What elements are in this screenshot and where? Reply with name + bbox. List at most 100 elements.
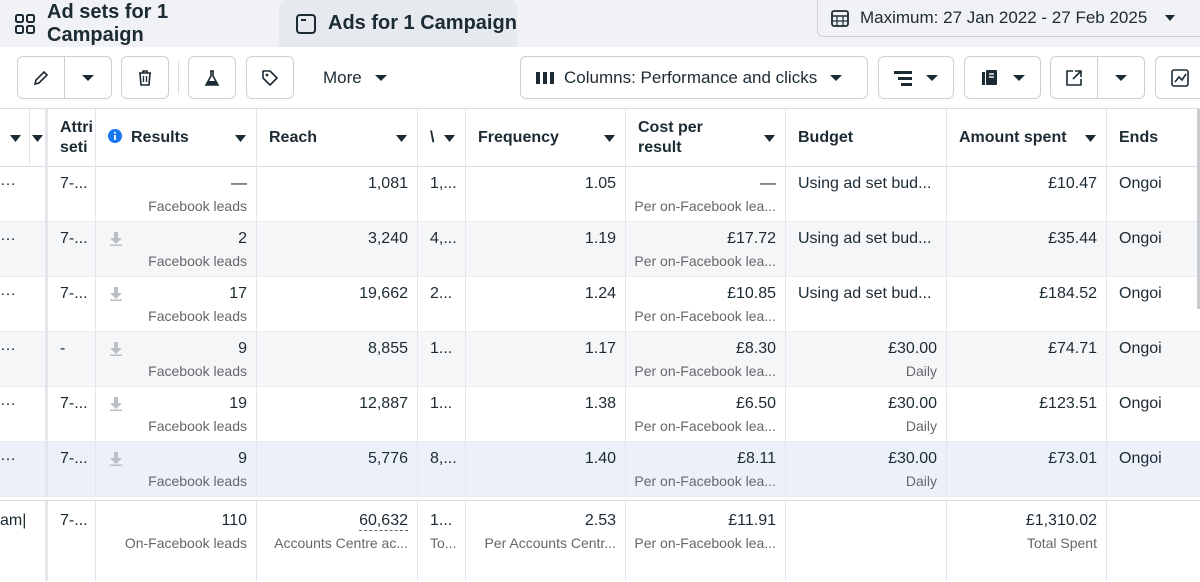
info-icon xyxy=(108,129,122,143)
cell-results-value: 2 xyxy=(238,230,247,247)
cell-cost-sub: Per on-Facebook lea... xyxy=(634,253,776,269)
table-row[interactable]: … 7-... 2 Facebook leads 3,240 4,... 1.19 £17.7… xyxy=(0,222,1200,277)
sort-caret-icon xyxy=(604,135,615,142)
sort-caret-icon xyxy=(32,135,43,142)
download-icon[interactable] xyxy=(110,342,122,356)
columns-button[interactable]: Columns: Performance and clicks xyxy=(520,56,868,99)
cell-results: 19 Facebook leads xyxy=(96,387,257,442)
table-row[interactable]: … 7-... 17 Facebook leads 19,662 2... 1.24 £10.… xyxy=(0,277,1200,332)
cell-cost: £17.72 Per on-Facebook lea... xyxy=(626,222,786,277)
chevron-down-icon xyxy=(1012,74,1025,81)
cell-amount: £123.51 xyxy=(947,387,1107,442)
table-row[interactable]: … 7-... — Facebook leads 1,081 1,... 1.05 — Per … xyxy=(0,167,1200,222)
truncated-name[interactable]: … xyxy=(0,337,16,354)
totals-cost-sub: Per on-Facebook lea... xyxy=(634,535,776,551)
cell-cost-value: £6.50 xyxy=(735,395,776,412)
totals-row: am| 7-... 110 On-Facebook leads 60,632 A… xyxy=(0,500,1200,581)
column-header-delivery[interactable] xyxy=(30,109,48,167)
cell-ends: Ongoi xyxy=(1107,222,1200,277)
totals-impressions-cell: 1... To... xyxy=(418,501,466,581)
cell-budget: £30.00 Daily xyxy=(786,442,947,497)
column-header-reach[interactable]: Reach xyxy=(257,109,418,167)
truncated-name[interactable]: … xyxy=(0,392,16,409)
truncated-name[interactable]: … xyxy=(0,282,16,299)
reports-button[interactable] xyxy=(964,56,1041,99)
column-header-amount-spent[interactable]: Amount spent xyxy=(947,109,1107,167)
cell-ends-value: Ongoi xyxy=(1119,450,1162,467)
column-header-results[interactable]: Results xyxy=(96,109,257,167)
chevron-down-icon xyxy=(830,74,843,81)
totals-cost: £11.91 xyxy=(728,512,776,529)
totals-amount-sub: Total Spent xyxy=(1026,535,1097,551)
chart-button[interactable] xyxy=(1155,56,1200,99)
edit-dropdown-button[interactable] xyxy=(65,57,111,98)
cell-budget: Using ad set bud... xyxy=(786,222,947,277)
tab-ads[interactable]: Ads for 1 Campaign xyxy=(279,0,517,47)
column-header-frequency[interactable]: Frequency xyxy=(466,109,626,167)
cell-ends-value: Ongoi xyxy=(1119,395,1162,412)
cell-attr-value: 7-... xyxy=(60,230,88,247)
cell-budget-sub: Daily xyxy=(905,418,937,434)
cell-freq-value: 1.19 xyxy=(584,230,616,247)
download-icon[interactable] xyxy=(110,397,122,411)
cell-name: … xyxy=(0,277,30,332)
cell-amount-value: £10.47 xyxy=(1048,175,1097,192)
column-header-budget[interactable]: Budget xyxy=(786,109,947,167)
table-row[interactable]: … 7-... 9 Facebook leads 5,776 8,... 1.40 £8.11… xyxy=(0,442,1200,497)
table-row[interactable]: … 7-... 19 Facebook leads 12,887 1... 1.38 £6.5… xyxy=(0,387,1200,442)
column-header-attribution-line2: seti xyxy=(60,139,88,156)
totals-attribution-cell: 7-... xyxy=(48,501,96,581)
truncated-name[interactable]: … xyxy=(0,447,16,464)
cell-amount: £10.47 xyxy=(947,167,1107,222)
column-header-name[interactable] xyxy=(0,109,30,167)
vertical-scrollbar[interactable] xyxy=(1197,109,1200,309)
cell-name: … xyxy=(0,167,30,222)
more-button[interactable]: More xyxy=(311,56,400,99)
cell-freq: 1.17 xyxy=(466,332,626,387)
breakdown-button[interactable] xyxy=(878,56,954,99)
cell-ends-value: Ongoi xyxy=(1119,340,1162,357)
cell-budget-sub: Daily xyxy=(905,363,937,379)
table-row[interactable]: … - 9 Facebook leads 8,855 1... 1.17 £8.30 Per o… xyxy=(0,332,1200,387)
totals-results-sub: On-Facebook leads xyxy=(124,535,247,551)
totals-reach[interactable]: 60,632 xyxy=(359,512,408,531)
export-button[interactable] xyxy=(1051,57,1097,98)
column-header-cost-per-result[interactable]: Cost per result xyxy=(626,109,786,167)
download-icon[interactable] xyxy=(110,287,122,301)
truncated-name[interactable]: … xyxy=(0,227,16,244)
edit-button[interactable] xyxy=(18,57,64,98)
cell-results-sub: Facebook leads xyxy=(148,308,247,324)
column-header-impressions[interactable]: \ xyxy=(418,109,466,167)
cell-results: 17 Facebook leads xyxy=(96,277,257,332)
column-header-ends-label: Ends xyxy=(1119,129,1159,146)
cell-freq: 1.40 xyxy=(466,442,626,497)
cell-results-sub: Facebook leads xyxy=(148,473,247,489)
cell-impr: 1,... xyxy=(418,167,466,222)
column-header-attribution[interactable]: Att⁠ri seti xyxy=(48,109,96,167)
chevron-down-icon xyxy=(1165,14,1176,21)
cell-budget-sub: Daily xyxy=(905,473,937,489)
cell-attr-value: - xyxy=(60,340,66,357)
chevron-down-icon xyxy=(1115,74,1127,81)
cell-ends: Ongoi xyxy=(1107,277,1200,332)
flask-icon xyxy=(204,69,220,86)
cell-cost: — Per on-Facebook lea... xyxy=(626,167,786,222)
totals-reach-cell: 60,632 Accounts Centre ac... xyxy=(257,501,418,581)
tab-bar: Ad sets for 1 Campaign Ads for 1 Campaig… xyxy=(0,0,1200,47)
cell-freq-value: 1.24 xyxy=(584,285,616,302)
export-dropdown-button[interactable] xyxy=(1098,57,1144,98)
tag-button[interactable] xyxy=(246,56,294,99)
download-icon[interactable] xyxy=(110,452,122,466)
date-range-label: Maximum: 27 Jan 2022 - 27 Feb 2025 xyxy=(860,7,1148,27)
test-button[interactable] xyxy=(188,56,236,99)
date-range-picker[interactable]: Maximum: 27 Jan 2022 - 27 Feb 2025 xyxy=(817,0,1200,37)
tag-icon xyxy=(262,69,278,86)
cell-cost-value: £8.30 xyxy=(735,340,776,357)
tab-ad-sets[interactable]: Ad sets for 1 Campaign xyxy=(0,0,270,47)
delete-button[interactable] xyxy=(121,56,169,99)
download-icon[interactable] xyxy=(110,232,122,246)
cell-results-value: 9 xyxy=(238,340,247,357)
column-header-ends[interactable]: Ends xyxy=(1107,109,1200,167)
cell-results: — Facebook leads xyxy=(96,167,257,222)
truncated-name[interactable]: … xyxy=(0,172,16,189)
